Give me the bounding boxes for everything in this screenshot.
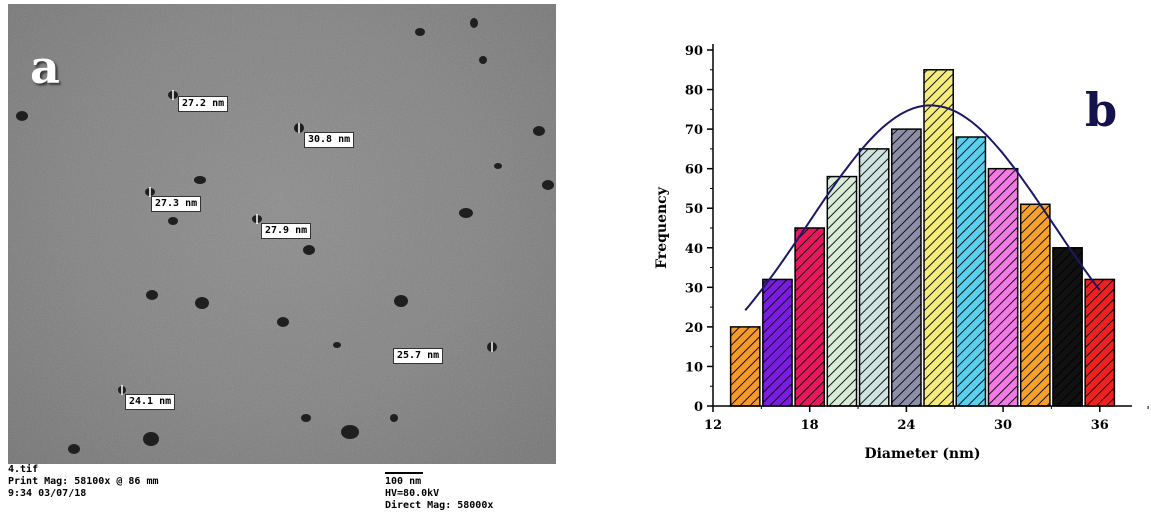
nanoparticle bbox=[459, 208, 473, 218]
nanoparticle bbox=[542, 180, 554, 190]
histogram-bar-hatch bbox=[730, 326, 760, 406]
nanoparticle bbox=[168, 217, 178, 225]
size-label-27-9: 27.9 nm bbox=[261, 223, 312, 239]
nanoparticle bbox=[415, 28, 425, 36]
size-label-30-8: 30.8 nm bbox=[304, 132, 355, 148]
print-mag: Print Mag: 58100x @ 86 mm bbox=[8, 476, 159, 487]
y-tick-label: 10 bbox=[685, 360, 703, 375]
histogram-bar-hatch bbox=[762, 279, 793, 406]
measure-marks bbox=[121, 90, 493, 395]
histogram-bar-hatch bbox=[1052, 247, 1083, 406]
x-tick-label: 36 bbox=[1091, 418, 1109, 433]
histogram-bar-hatch bbox=[1085, 279, 1115, 406]
nanoparticle bbox=[341, 425, 359, 439]
date-time: 9:34 03/07/18 bbox=[8, 488, 87, 499]
tem-micrograph-panel: a 27.2 nm 30.8 nm 27.3 nm 27.9 nm 25.7 n… bbox=[8, 4, 556, 464]
panel-label-b: b bbox=[1085, 83, 1118, 137]
direct-mag: Direct Mag: 58000x bbox=[385, 500, 494, 511]
size-label-27-2: 27.2 nm bbox=[178, 96, 229, 112]
nanoparticle bbox=[68, 444, 80, 454]
nanoparticle bbox=[533, 126, 545, 136]
tem-micrograph: a 27.2 nm 30.8 nm 27.3 nm 27.9 nm 25.7 n… bbox=[8, 4, 556, 464]
y-tick-label: 20 bbox=[685, 321, 703, 336]
y-axis-title: Frequency bbox=[654, 186, 670, 269]
y-tick-label: 90 bbox=[685, 44, 703, 59]
scale-bar bbox=[385, 472, 423, 474]
file-name: 4.tif bbox=[8, 464, 39, 475]
panel-label-a: a bbox=[30, 40, 60, 94]
histogram-bar-hatch bbox=[988, 168, 1018, 406]
nanoparticles bbox=[16, 18, 554, 454]
histogram-bar-hatch bbox=[891, 129, 921, 406]
size-label-27-3: 27.3 nm bbox=[151, 196, 202, 212]
gaussian-fit-curve bbox=[744, 104, 1101, 311]
nanoparticle bbox=[194, 176, 206, 184]
x-tick-label: 30 bbox=[994, 418, 1012, 433]
y-tick-label: 0 bbox=[694, 400, 703, 415]
y-tick-label: 60 bbox=[685, 163, 703, 178]
histogram-bar-hatch bbox=[956, 137, 986, 406]
size-label-25-7: 25.7 nm bbox=[393, 348, 444, 364]
histogram-bars bbox=[729, 69, 1116, 407]
x-tick-label: 24 bbox=[897, 418, 915, 433]
x-tick-label: 12 bbox=[704, 418, 722, 433]
nanoparticle bbox=[333, 342, 341, 348]
y-tick-label: 40 bbox=[685, 242, 703, 257]
histogram-bar-hatch bbox=[859, 148, 889, 406]
y-tick-label: 70 bbox=[685, 123, 703, 138]
y-tick-label: 80 bbox=[685, 84, 703, 99]
size-distribution-panel: 0 10 20 30 40 50 60 70 80 90 12 18 24 30 36 Diameter (… bbox=[640, 30, 1150, 525]
histogram-bar-hatch bbox=[827, 176, 857, 406]
y-tick-label: 50 bbox=[685, 202, 703, 217]
nanoparticle bbox=[143, 432, 159, 446]
nanoparticle bbox=[301, 414, 311, 422]
nanoparticle bbox=[195, 297, 209, 309]
nanoparticle bbox=[16, 111, 28, 121]
x-tick-label: 18 bbox=[801, 418, 819, 433]
histogram-bar-hatch bbox=[924, 69, 954, 407]
scale-bar-label: 100 nm bbox=[385, 476, 422, 487]
nanoparticle bbox=[277, 317, 289, 327]
nanoparticle bbox=[394, 295, 408, 307]
nanoparticle bbox=[146, 290, 158, 300]
nanoparticle bbox=[303, 245, 315, 255]
histogram-chart: 0 10 20 30 40 50 60 70 80 90 12 18 24 30 36 Diameter (… bbox=[654, 44, 1149, 462]
high-voltage: HV=80.0kV bbox=[385, 488, 440, 499]
nanoparticle bbox=[479, 56, 487, 64]
chart-axes: 0 10 20 30 40 50 60 70 80 90 12 18 24 30 36 bbox=[685, 44, 1149, 433]
histogram-bar-hatch bbox=[795, 228, 825, 406]
nanoparticle bbox=[390, 414, 398, 422]
size-label-24-1: 24.1 nm bbox=[125, 394, 176, 410]
x-axis-title: Diameter (nm) bbox=[864, 446, 980, 462]
histogram-bar-hatch bbox=[1020, 204, 1050, 406]
tem-metadata-footer: 4.tif Print Mag: 58100x @ 86 mm 9:34 03/… bbox=[8, 464, 568, 524]
nanoparticle bbox=[470, 18, 478, 28]
y-tick-label: 30 bbox=[685, 281, 703, 296]
nanoparticle bbox=[494, 163, 502, 169]
